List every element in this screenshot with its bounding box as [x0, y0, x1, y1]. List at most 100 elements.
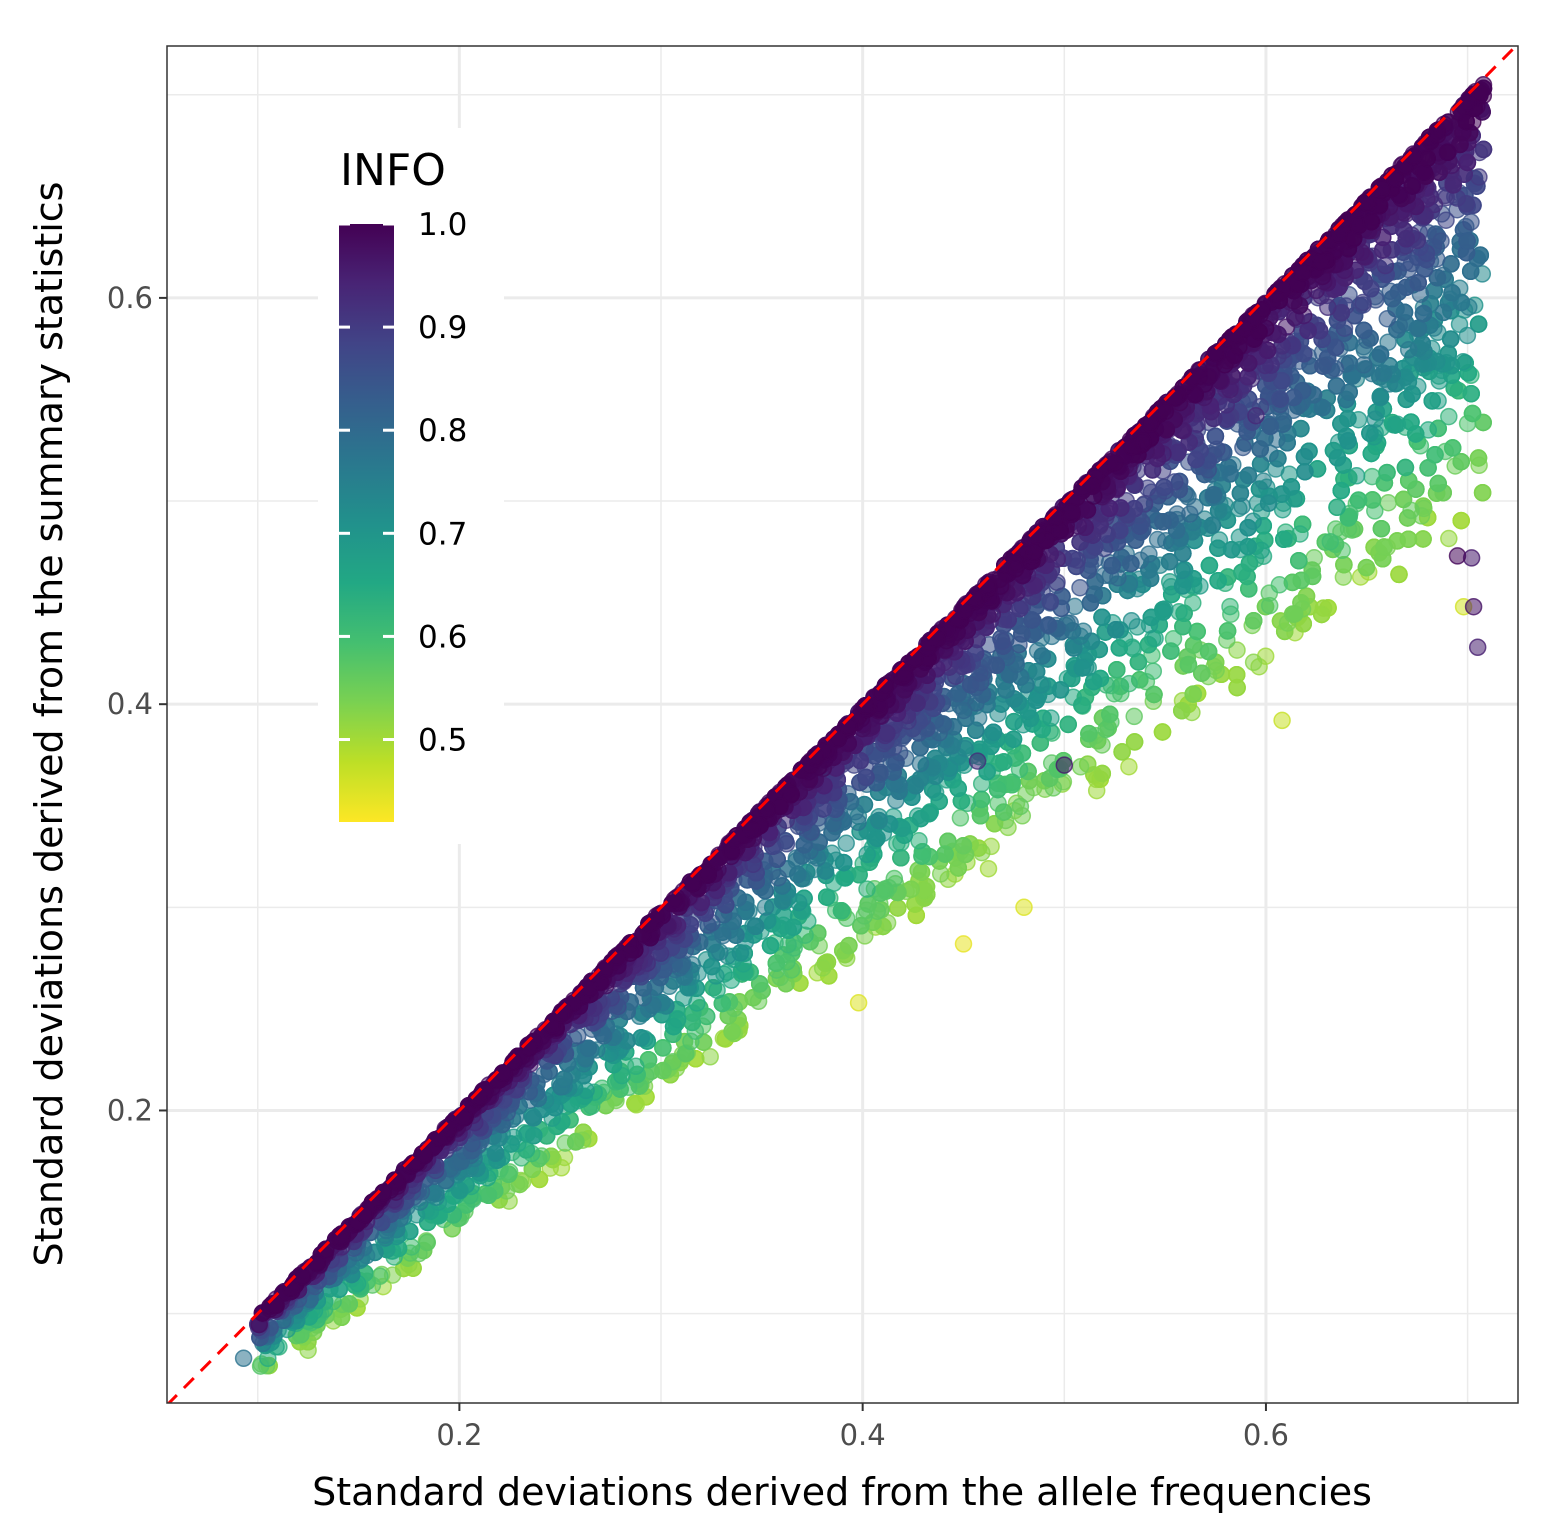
data-point — [1454, 352, 1472, 371]
data-point — [1339, 432, 1357, 450]
data-point — [906, 776, 925, 795]
data-point — [1327, 377, 1346, 395]
data-point — [878, 724, 896, 742]
data-point — [1039, 616, 1058, 634]
minor-gridlines — [167, 46, 1518, 1403]
data-point — [997, 681, 1015, 699]
data-point — [1347, 467, 1366, 485]
data-point — [1148, 530, 1167, 549]
data-point — [1388, 415, 1407, 434]
data-point — [1015, 898, 1033, 917]
data-point — [1270, 576, 1289, 594]
data-point — [1440, 407, 1458, 426]
data-point — [1260, 596, 1279, 615]
data-point — [773, 892, 792, 910]
data-point — [524, 1109, 543, 1127]
data-point — [1101, 705, 1119, 724]
data-point — [936, 845, 954, 863]
data-point — [1110, 639, 1129, 657]
data-point — [1221, 597, 1239, 616]
data-point — [1059, 715, 1077, 734]
data-point — [949, 859, 968, 877]
data-point — [1423, 392, 1441, 410]
data-point — [1081, 594, 1100, 612]
data-point — [1429, 474, 1447, 493]
data-points — [234, 76, 1493, 1375]
data-point — [1231, 484, 1250, 502]
data-point — [556, 1134, 574, 1152]
data-point — [1474, 140, 1493, 159]
data-point — [746, 917, 765, 936]
data-point — [1251, 440, 1269, 458]
data-point — [988, 780, 1007, 799]
data-point — [1462, 384, 1480, 403]
data-point — [1285, 605, 1304, 623]
data-point — [1470, 168, 1488, 186]
data-point — [1207, 661, 1225, 680]
data-point — [840, 936, 858, 955]
data-point — [849, 994, 868, 1012]
data-point — [1125, 733, 1144, 751]
data-point — [1443, 284, 1461, 302]
data-point — [1122, 554, 1140, 573]
data-point — [1122, 612, 1141, 630]
data-point — [654, 1039, 672, 1057]
data-point — [1173, 577, 1192, 595]
data-point — [1275, 530, 1293, 549]
data-point — [911, 809, 930, 828]
data-point — [1181, 505, 1199, 523]
data-point — [1376, 256, 1395, 275]
data-point — [1375, 538, 1393, 556]
data-point — [971, 807, 990, 825]
data-point — [1080, 724, 1098, 743]
data-point — [1125, 707, 1143, 726]
data-point — [999, 611, 1017, 629]
data-point — [761, 936, 780, 955]
data-point — [1093, 764, 1112, 783]
data-point — [1011, 797, 1030, 816]
data-point — [1073, 659, 1092, 677]
data-point — [858, 880, 876, 898]
data-point — [723, 1022, 741, 1041]
data-point — [889, 899, 907, 917]
data-point — [837, 834, 855, 852]
data-point — [1371, 388, 1390, 407]
data-point — [1051, 681, 1070, 699]
data-point — [1200, 556, 1219, 575]
data-point — [1335, 319, 1354, 337]
data-point — [1153, 723, 1172, 741]
data-point — [1443, 439, 1462, 457]
data-point — [1254, 472, 1273, 490]
data-point — [1291, 525, 1309, 543]
data-point — [701, 1048, 719, 1066]
data-point — [979, 859, 998, 878]
data-point — [1107, 620, 1125, 639]
data-point — [756, 898, 775, 916]
data-point — [1120, 674, 1138, 693]
data-point — [1463, 404, 1482, 423]
data-point — [954, 935, 973, 953]
data-point — [1430, 372, 1449, 390]
data-point — [968, 752, 987, 770]
data-point — [813, 959, 832, 977]
data-point — [1354, 293, 1372, 312]
data-point — [1332, 415, 1350, 433]
data-point — [1321, 532, 1340, 551]
data-point — [1103, 556, 1121, 575]
data-point — [1010, 635, 1028, 654]
data-point — [1179, 655, 1198, 674]
data-point — [1204, 486, 1223, 504]
data-point — [1162, 642, 1180, 660]
data-point — [1452, 511, 1470, 530]
data-point — [1155, 478, 1173, 497]
data-point — [1434, 303, 1453, 322]
data-point — [555, 1070, 573, 1088]
data-point — [627, 1057, 645, 1076]
data-point — [1372, 519, 1391, 538]
data-point — [340, 1295, 359, 1313]
data-point — [1209, 571, 1227, 590]
data-point — [835, 868, 853, 887]
data-point — [1271, 390, 1289, 408]
data-point — [1120, 757, 1138, 776]
data-point — [708, 981, 726, 999]
